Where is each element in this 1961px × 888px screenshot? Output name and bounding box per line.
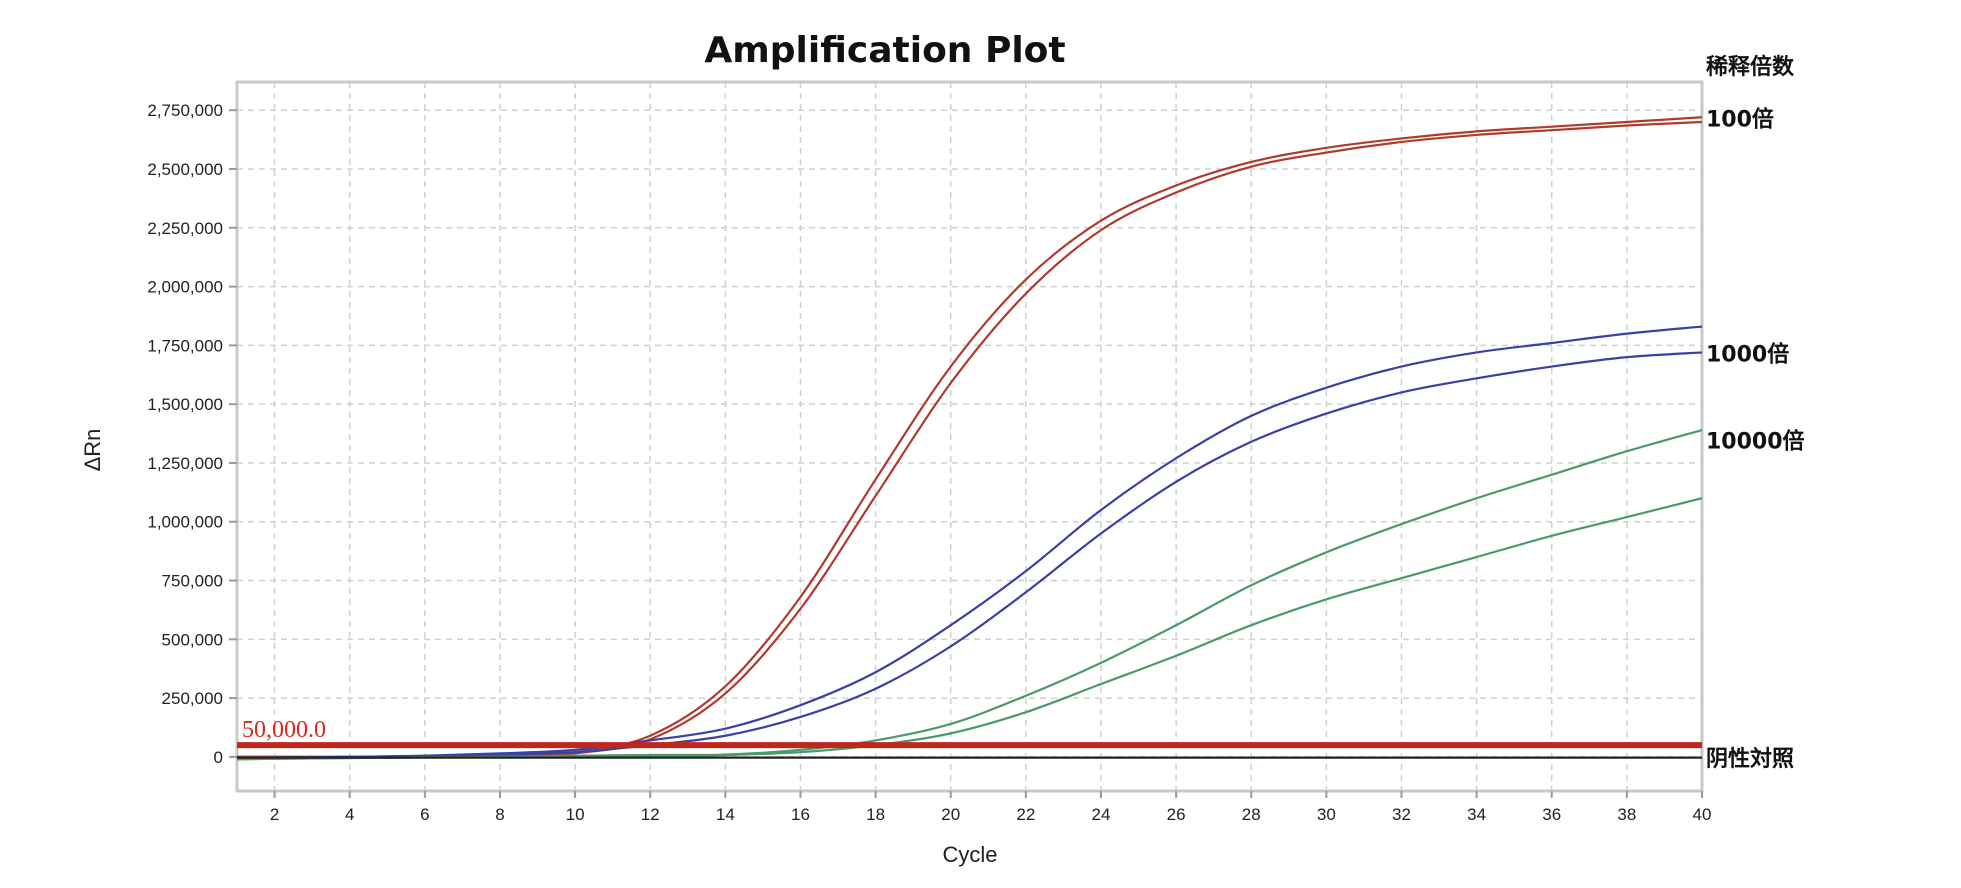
series-line-10000倍 bbox=[236, 497, 1703, 761]
series-line-10000倍 bbox=[236, 428, 1703, 761]
y-tick-label: 0 bbox=[214, 748, 223, 767]
x-tick-label: 6 bbox=[420, 805, 429, 824]
series-label: 1000倍 bbox=[1706, 341, 1789, 367]
x-tick-label: 12 bbox=[641, 805, 660, 824]
y-tick-label: 2,750,000 bbox=[147, 101, 223, 120]
y-tick-label: 1,000,000 bbox=[147, 513, 223, 532]
x-tick-label: 18 bbox=[866, 805, 885, 824]
y-tick-label: 1,250,000 bbox=[147, 454, 223, 473]
plot-frame bbox=[235, 80, 1704, 793]
y-axis-label: ΔRn bbox=[80, 429, 105, 472]
x-tick-label: 30 bbox=[1317, 805, 1336, 824]
x-axis-label: Cycle bbox=[942, 842, 997, 867]
x-tick-label: 28 bbox=[1242, 805, 1261, 824]
x-tick-label: 40 bbox=[1693, 805, 1712, 824]
x-tick-label: 38 bbox=[1617, 805, 1636, 824]
y-tick-label: 1,500,000 bbox=[147, 395, 223, 414]
series-line-1000倍 bbox=[236, 325, 1703, 760]
y-axis: 0 250,000 500,000 750,000 1,000,000 1,250,000… bbox=[147, 101, 237, 767]
series-label: 100倍 bbox=[1706, 106, 1774, 132]
series-label: 阴性対照 bbox=[1706, 747, 1794, 772]
threshold-label: 50,000.0 bbox=[242, 717, 326, 743]
x-tick-label: 14 bbox=[716, 805, 735, 824]
threshold: 50,000.0 bbox=[237, 717, 1702, 749]
x-tick-label: 36 bbox=[1542, 805, 1561, 824]
legend-header: 稀释倍数 bbox=[1706, 54, 1795, 80]
grid bbox=[237, 82, 1703, 791]
y-tick-label: 1,750,000 bbox=[147, 336, 223, 355]
x-tick-label: 4 bbox=[345, 805, 354, 824]
y-tick-label: 2,000,000 bbox=[147, 278, 223, 297]
series-line-100倍 bbox=[237, 116, 1703, 759]
y-tick-label: 750,000 bbox=[162, 572, 223, 591]
x-tick-label: 2 bbox=[270, 805, 279, 824]
x-tick-label: 26 bbox=[1167, 805, 1186, 824]
x-tick-label: 20 bbox=[941, 805, 960, 824]
y-tick-label: 2,250,000 bbox=[147, 219, 223, 238]
y-tick-label: 500,000 bbox=[162, 630, 223, 649]
x-tick-label: 24 bbox=[1092, 805, 1111, 824]
x-axis: 2 4 6 8 10 12 14 16 18 20 22 24 26 28 30 32 34 36 38 40 bbox=[270, 791, 1712, 824]
x-tick-label: 32 bbox=[1392, 805, 1411, 824]
series-lines bbox=[236, 116, 1703, 761]
y-tick-label: 250,000 bbox=[162, 689, 223, 708]
chart-title: Amplification Plot bbox=[704, 30, 1065, 71]
series-line-1000倍 bbox=[236, 351, 1703, 760]
series-label: 10000倍 bbox=[1706, 428, 1805, 454]
x-tick-label: 22 bbox=[1016, 805, 1035, 824]
series-line-100倍 bbox=[237, 120, 1703, 759]
x-tick-label: 16 bbox=[791, 805, 810, 824]
x-tick-label: 8 bbox=[495, 805, 504, 824]
x-tick-label: 34 bbox=[1467, 805, 1486, 824]
x-tick-label: 10 bbox=[566, 805, 585, 824]
y-tick-label: 2,500,000 bbox=[147, 160, 223, 179]
